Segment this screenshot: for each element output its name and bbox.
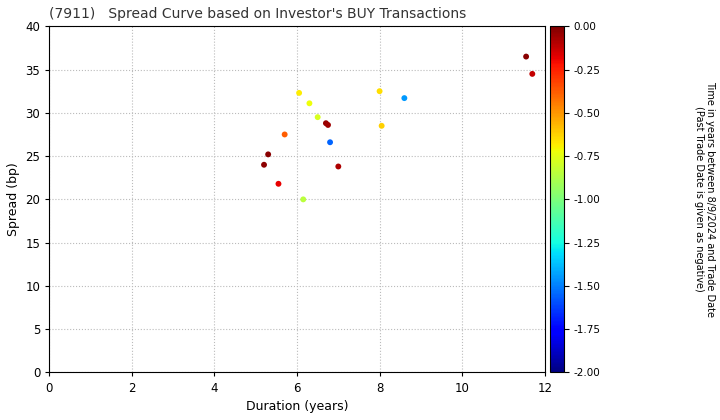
- Point: [399, 95, 410, 102]
- Point: [293, 89, 305, 96]
- Point: [324, 139, 336, 146]
- Point: [297, 196, 309, 203]
- Point: [333, 163, 344, 170]
- Point: [526, 71, 538, 77]
- Point: [273, 181, 284, 187]
- Point: [312, 114, 323, 121]
- Text: (7911)   Spread Curve based on Investor's BUY Transactions: (7911) Spread Curve based on Investor's …: [50, 7, 467, 21]
- Point: [258, 161, 270, 168]
- Point: [304, 100, 315, 107]
- Point: [374, 88, 385, 94]
- Point: [320, 120, 332, 126]
- Y-axis label: Time in years between 8/9/2024 and Trade Date
(Past Trade Date is given as negat: Time in years between 8/9/2024 and Trade…: [694, 81, 716, 318]
- X-axis label: Duration (years): Duration (years): [246, 400, 348, 413]
- Point: [376, 123, 387, 129]
- Point: [279, 131, 290, 138]
- Point: [323, 121, 334, 128]
- Point: [521, 53, 532, 60]
- Y-axis label: Spread (bp): Spread (bp): [7, 163, 20, 236]
- Point: [262, 151, 274, 158]
